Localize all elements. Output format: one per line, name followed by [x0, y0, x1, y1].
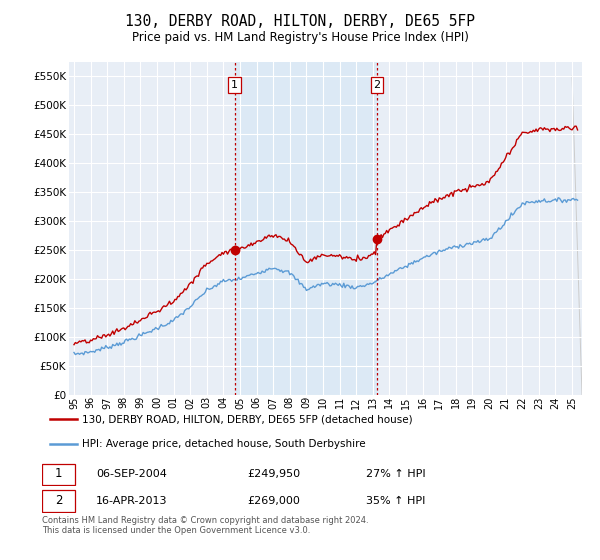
Text: 2: 2 — [55, 494, 62, 507]
Text: 130, DERBY ROAD, HILTON, DERBY, DE65 5FP: 130, DERBY ROAD, HILTON, DERBY, DE65 5FP — [125, 14, 475, 29]
Text: Contains HM Land Registry data © Crown copyright and database right 2024.
This d: Contains HM Land Registry data © Crown c… — [42, 516, 368, 535]
Text: 1: 1 — [55, 467, 62, 480]
Text: 1: 1 — [231, 80, 238, 90]
Text: £269,000: £269,000 — [247, 496, 300, 506]
Text: HPI: Average price, detached house, South Derbyshire: HPI: Average price, detached house, Sout… — [83, 438, 366, 449]
Text: 27% ↑ HPI: 27% ↑ HPI — [366, 469, 425, 479]
Text: 16-APR-2013: 16-APR-2013 — [96, 496, 167, 506]
Text: 2: 2 — [373, 80, 380, 90]
FancyBboxPatch shape — [42, 464, 76, 485]
Text: 06-SEP-2004: 06-SEP-2004 — [96, 469, 167, 479]
Text: 35% ↑ HPI: 35% ↑ HPI — [366, 496, 425, 506]
FancyBboxPatch shape — [42, 491, 76, 512]
Text: 130, DERBY ROAD, HILTON, DERBY, DE65 5FP (detached house): 130, DERBY ROAD, HILTON, DERBY, DE65 5FP… — [83, 414, 413, 424]
Text: £249,950: £249,950 — [247, 469, 301, 479]
Text: Price paid vs. HM Land Registry's House Price Index (HPI): Price paid vs. HM Land Registry's House … — [131, 31, 469, 44]
Bar — [235, 62, 377, 395]
